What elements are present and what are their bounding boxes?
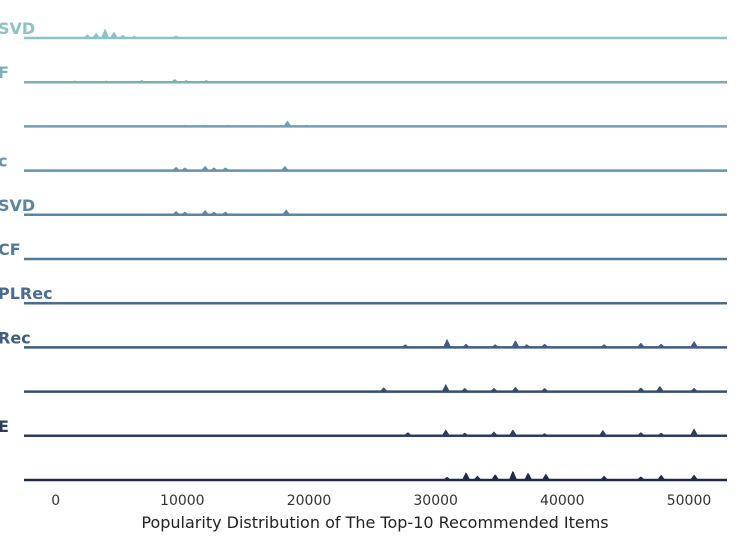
series-label: SVD	[0, 196, 35, 215]
series-label: F	[0, 63, 9, 82]
series-label: PLRec	[0, 284, 53, 303]
ridge-row-8	[24, 383, 727, 393]
series-label: E	[0, 417, 9, 436]
ridge-area	[24, 470, 727, 480]
x-axis: 0 10000 20000 30000 40000 50000	[51, 493, 711, 509]
ridge-row-7	[24, 338, 727, 349]
x-tick-label: 50000	[667, 493, 712, 509]
x-tick-label: 20000	[287, 493, 332, 509]
ridge-row-9	[24, 428, 727, 438]
ridge-row-1	[24, 79, 727, 84]
series-label: Rec	[0, 328, 31, 347]
ridge-row-3	[24, 166, 727, 172]
ridge-row-10	[24, 470, 727, 482]
ridge-row-4	[24, 209, 727, 217]
ridge-area	[24, 338, 727, 348]
ridge-row-5	[24, 257, 727, 261]
x-tick-label: 0	[51, 493, 60, 509]
ridge-row-0	[24, 28, 727, 40]
x-tick-label: 30000	[413, 493, 458, 509]
row-labels: SVD Fc SVD CF PLRec Rec E	[0, 19, 53, 436]
x-axis-label: Popularity Distribution of The Top-10 Re…	[141, 513, 608, 532]
ridge-row-2	[24, 120, 727, 128]
series-label: CF	[0, 240, 21, 259]
ridge-area	[24, 28, 727, 38]
x-tick-label: 10000	[160, 493, 205, 509]
x-tick-label: 40000	[540, 493, 585, 509]
series-label: SVD	[0, 19, 35, 38]
series-label: c	[0, 152, 7, 171]
ridges	[24, 28, 727, 482]
